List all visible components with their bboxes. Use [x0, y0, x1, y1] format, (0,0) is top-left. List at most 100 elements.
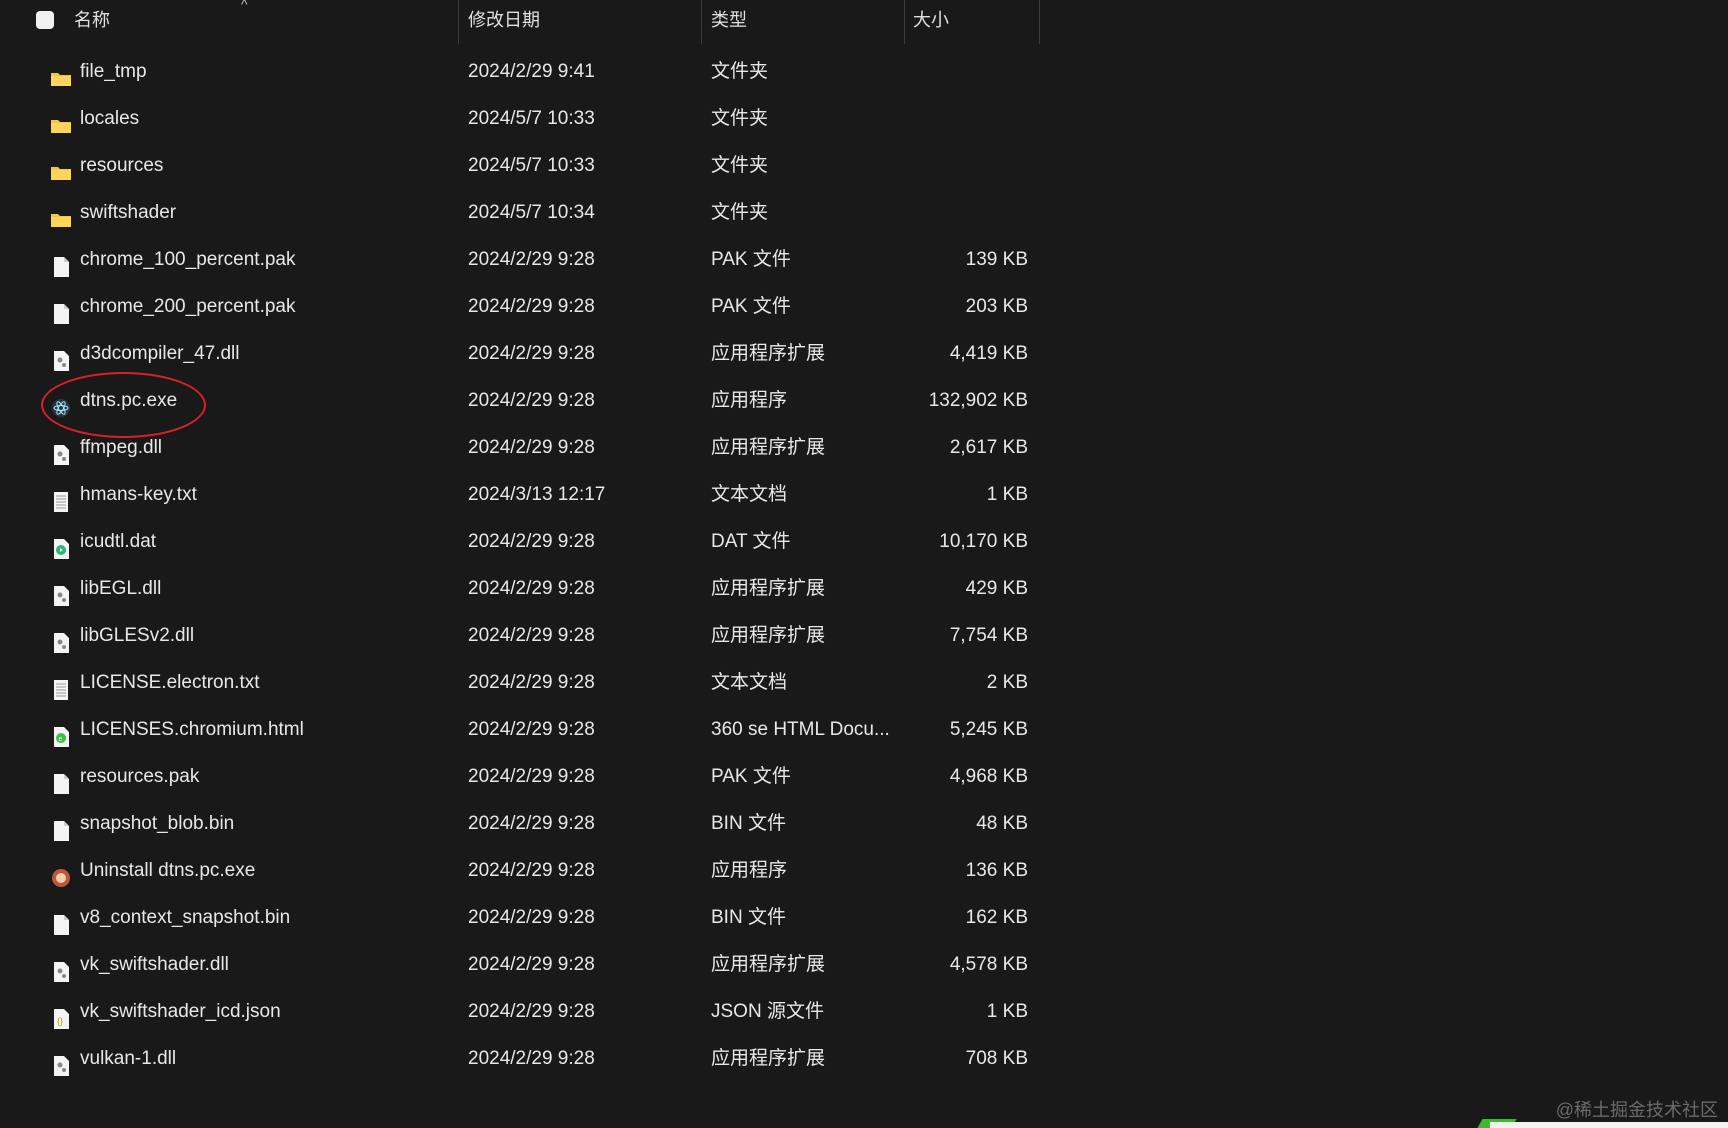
file-date: 2024/2/29 9:28 [468, 390, 595, 411]
file-name[interactable]: libEGL.dll [80, 578, 162, 599]
folder-icon [51, 108, 71, 133]
file-name[interactable]: resources [80, 155, 164, 176]
file-row[interactable]: icudtl.dat 2024/2/29 9:28 DAT 文件 10,170 … [40, 518, 1040, 565]
file-size: 136 KB [965, 860, 1028, 881]
file-size: 5,245 KB [949, 719, 1028, 740]
file-icon [51, 249, 71, 277]
file-type: 360 se HTML Docu... [711, 719, 890, 740]
file-name[interactable]: vk_swiftshader.dll [80, 954, 229, 975]
file-name[interactable]: file_tmp [80, 61, 147, 82]
file-size: 4,419 KB [949, 343, 1028, 364]
file-row[interactable]: resources.pak 2024/2/29 9:28 PAK 文件 4,96… [40, 753, 1040, 800]
file-row[interactable]: snapshot_blob.bin 2024/2/29 9:28 BIN 文件 … [40, 800, 1040, 847]
column-divider[interactable] [1039, 0, 1040, 44]
file-name[interactable]: v8_context_snapshot.bin [80, 907, 291, 928]
file-size: 132,902 KB [928, 390, 1028, 411]
select-all-checkbox[interactable] [36, 11, 54, 29]
file-name[interactable]: resources.pak [80, 766, 200, 787]
file-date: 2024/2/29 9:28 [468, 1001, 595, 1022]
file-type: BIN 文件 [711, 813, 786, 834]
column-divider[interactable] [701, 0, 702, 44]
file-size: 10,170 KB [939, 531, 1028, 552]
file-date: 2024/3/13 12:17 [468, 484, 606, 505]
file-name[interactable]: Uninstall dtns.pc.exe [80, 860, 256, 881]
file-name[interactable]: LICENSES.chromium.html [80, 719, 304, 740]
file-name[interactable]: vk_swiftshader_icd.json [80, 1001, 281, 1022]
file-row[interactable]: resources 2024/5/7 10:33 文件夹 [40, 142, 1040, 189]
file-name[interactable]: d3dcompiler_47.dll [80, 343, 240, 364]
file-size: 2,617 KB [949, 437, 1028, 458]
file-date: 2024/2/29 9:28 [468, 531, 595, 552]
file-date: 2024/2/29 9:28 [468, 343, 595, 364]
file-name[interactable]: icudtl.dat [80, 531, 157, 552]
file-row[interactable]: libEGL.dll 2024/2/29 9:28 应用程序扩展 429 KB [40, 565, 1040, 612]
file-row[interactable]: file_tmp 2024/2/29 9:41 文件夹 [40, 48, 1040, 95]
file-size: 4,968 KB [949, 766, 1028, 787]
file-name[interactable]: ffmpeg.dll [80, 437, 163, 458]
file-type: 文件夹 [711, 202, 769, 223]
file-row[interactable]: e LICENSES.chromium.html 2024/2/29 9:28 … [40, 706, 1040, 753]
dll-icon [51, 954, 71, 982]
file-row[interactable]: Uninstall dtns.pc.exe 2024/2/29 9:28 应用程… [40, 847, 1040, 894]
file-size: 203 KB [965, 296, 1028, 317]
file-name[interactable]: locales [80, 108, 140, 129]
folder-icon [51, 202, 71, 227]
file-date: 2024/2/29 9:28 [468, 719, 595, 740]
file-row[interactable]: LICENSE.electron.txt 2024/2/29 9:28 文本文档… [40, 659, 1040, 706]
dll-icon [51, 625, 71, 653]
file-row[interactable]: v8_context_snapshot.bin 2024/2/29 9:28 B… [40, 894, 1040, 941]
file-date: 2024/2/29 9:28 [468, 437, 595, 458]
file-name[interactable]: snapshot_blob.bin [80, 813, 235, 834]
file-name[interactable]: libGLESv2.dll [80, 625, 195, 646]
html-icon: e [51, 719, 71, 747]
file-type: JSON 源文件 [711, 1001, 824, 1022]
file-row[interactable]: d3dcompiler_47.dll 2024/2/29 9:28 应用程序扩展… [40, 330, 1040, 377]
watermark: @稀土掘金技术社区 [1555, 1100, 1718, 1120]
file-date: 2024/2/29 9:28 [468, 1048, 595, 1069]
file-date: 2024/2/29 9:41 [468, 61, 595, 82]
column-header: ^ 名称 修改日期 类型 大小 [0, 0, 1040, 44]
file-type: PAK 文件 [711, 766, 791, 787]
file-size: 429 KB [965, 578, 1028, 599]
file-row[interactable]: vulkan-1.dll 2024/2/29 9:28 应用程序扩展 708 K… [40, 1035, 1040, 1082]
file-row[interactable]: hmans-key.txt 2024/3/13 12:17 文本文档 1 KB [40, 471, 1040, 518]
file-row[interactable]: swiftshader 2024/5/7 10:34 文件夹 [40, 189, 1040, 236]
file-type: 应用程序扩展 [711, 1048, 826, 1069]
file-type: 应用程序扩展 [711, 625, 826, 646]
file-row[interactable]: vk_swiftshader.dll 2024/2/29 9:28 应用程序扩展… [40, 941, 1040, 988]
file-name[interactable]: swiftshader [80, 202, 177, 223]
file-type: DAT 文件 [711, 531, 791, 552]
column-divider[interactable] [458, 0, 459, 44]
file-row[interactable]: locales 2024/5/7 10:33 文件夹 [40, 95, 1040, 142]
file-name[interactable]: hmans-key.txt [80, 484, 197, 505]
column-type[interactable]: 类型 [711, 10, 747, 30]
file-name[interactable]: vulkan-1.dll [80, 1048, 177, 1069]
taskbar-strip [1490, 1122, 1728, 1128]
column-size[interactable]: 大小 [913, 10, 949, 30]
file-date: 2024/2/29 9:28 [468, 296, 595, 317]
file-size: 708 KB [965, 1048, 1028, 1069]
file-name[interactable]: chrome_200_percent.pak [80, 296, 296, 317]
file-row[interactable]: {} vk_swiftshader_icd.json 2024/2/29 9:2… [40, 988, 1040, 1035]
file-type: 应用程序扩展 [711, 578, 826, 599]
file-row[interactable]: ffmpeg.dll 2024/2/29 9:28 应用程序扩展 2,617 K… [40, 424, 1040, 471]
file-date: 2024/5/7 10:33 [468, 155, 595, 176]
file-icon [51, 296, 71, 324]
column-divider[interactable] [904, 0, 905, 44]
file-row[interactable]: libGLESv2.dll 2024/2/29 9:28 应用程序扩展 7,75… [40, 612, 1040, 659]
file-type: 应用程序扩展 [711, 437, 826, 458]
file-size: 1 KB [986, 1001, 1028, 1022]
file-size: 1 KB [986, 484, 1028, 505]
file-name[interactable]: LICENSE.electron.txt [80, 672, 260, 693]
column-name[interactable]: 名称 [74, 10, 110, 30]
column-date[interactable]: 修改日期 [468, 10, 540, 30]
file-date: 2024/2/29 9:28 [468, 249, 595, 270]
file-row[interactable]: chrome_200_percent.pak 2024/2/29 9:28 PA… [40, 283, 1040, 330]
dll-icon [51, 437, 71, 465]
file-date: 2024/2/29 9:28 [468, 625, 595, 646]
file-type: PAK 文件 [711, 296, 791, 317]
file-row[interactable]: chrome_100_percent.pak 2024/2/29 9:28 PA… [40, 236, 1040, 283]
file-type: 文本文档 [711, 672, 788, 693]
file-date: 2024/2/29 9:28 [468, 672, 595, 693]
file-name[interactable]: chrome_100_percent.pak [80, 249, 296, 270]
